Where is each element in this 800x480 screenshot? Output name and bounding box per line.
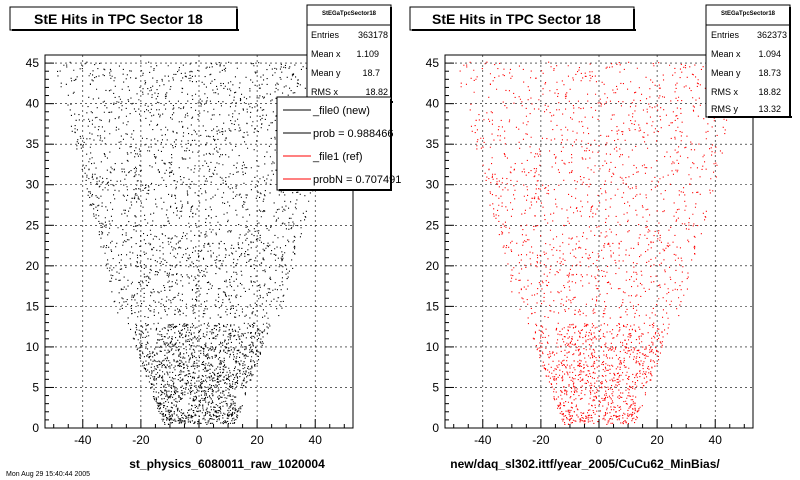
right-stat-label-4: RMS y	[711, 104, 739, 114]
right-stat-value-3: 18.82	[758, 87, 781, 97]
left-xlabel: st_physics_6080011_raw_1020004	[129, 457, 325, 471]
left-ytick-label-4: 20	[26, 259, 40, 273]
legend-entry-0: _file0 (new)	[283, 105, 370, 117]
left-stat-value-2: 18.7	[362, 68, 380, 78]
right-ytick-label-3: 15	[426, 299, 440, 313]
right-stat-label-1: Mean x	[711, 49, 741, 59]
right-xtick-label-4: 40	[709, 433, 723, 447]
left-ytick-label-0: 0	[32, 421, 39, 435]
right-stat-value-1: 1.094	[758, 49, 781, 59]
legend-entry-1: prob = 0.988466	[283, 128, 393, 140]
left-ytick-label-8: 40	[26, 97, 40, 111]
left-ytick-label-7: 35	[26, 137, 40, 151]
left-ytick-label-5: 25	[26, 218, 40, 232]
legend-entry-2: _file1 (ref)	[283, 151, 363, 163]
right-ytick-label-4: 20	[426, 259, 440, 273]
left-ytick-label-1: 5	[32, 380, 39, 394]
legend-label-0: _file0 (new)	[312, 105, 370, 117]
left-xtick-label-1: -20	[132, 433, 150, 447]
right-xlabel: new/daq_sl302.ittf/year_2005/CuCu62_MinB…	[450, 457, 720, 471]
left-xtick-label-2: 0	[196, 433, 203, 447]
left-stats-box: StEGaTpcSector18 Entries 363178 Mean x 1…	[306, 4, 393, 103]
left-stat-label-3: RMS x	[311, 87, 339, 97]
right-stat-label-2: Mean y	[711, 68, 741, 78]
right-ytick-label-8: 40	[426, 97, 440, 111]
left-xtick-label-3: 20	[250, 433, 264, 447]
legend-box: _file0 (new) prob = 0.988466 _file1 (ref…	[276, 96, 401, 191]
right-xtick-label-2: 0	[596, 433, 603, 447]
legend-label-1: prob = 0.988466	[313, 128, 393, 140]
legend-label-3: probN = 0.707491	[313, 174, 401, 186]
left-stat-value-3: 18.82	[365, 87, 388, 97]
right-xtick-label-3: 20	[650, 433, 664, 447]
left-panel: -40 -20 0 20 40 0 5 10 15 20 25 30 35 40 45 StE Hits i…	[9, 4, 401, 471]
right-xtick-label-0: -40	[474, 433, 492, 447]
left-stat-label-0: Entries	[311, 30, 340, 40]
right-ytick-label-9: 45	[426, 56, 440, 70]
left-ytick-label-6: 30	[26, 178, 40, 192]
left-stat-label-1: Mean x	[311, 49, 341, 59]
left-ytick-label-9: 45	[26, 56, 40, 70]
left-stat-value-0: 363178	[358, 30, 388, 40]
right-ytick-label-0: 0	[432, 421, 439, 435]
right-hit-points	[459, 61, 744, 425]
left-title: StE Hits in TPC Sector 18	[34, 11, 203, 27]
left-axes: -40 -20 0 20 40 0 5 10 15 20 25 30 35 40 45	[26, 56, 345, 447]
right-stats-box: StEGaTpcSector18 Entries 362373 Mean x 1…	[705, 4, 792, 118]
right-ytick-label-7: 35	[426, 137, 440, 151]
left-ytick-label-2: 10	[26, 340, 40, 354]
left-stats-name: StEGaTpcSector18	[322, 11, 377, 17]
legend-label-2: _file1 (ref)	[312, 151, 363, 163]
right-stats-name: StEGaTpcSector18	[721, 11, 776, 17]
right-ytick-label-1: 5	[432, 380, 439, 394]
right-stat-value-0: 362373	[757, 30, 787, 40]
right-title: StE Hits in TPC Sector 18	[432, 11, 601, 27]
right-stat-value-2: 18.73	[758, 68, 781, 78]
right-ytick-label-5: 25	[426, 218, 440, 232]
footer-timestamp: Mon Aug 29 15:40:44 2005	[6, 471, 90, 478]
left-stat-label-2: Mean y	[311, 68, 341, 78]
right-hits	[459, 61, 744, 425]
right-ytick-label-2: 10	[426, 340, 440, 354]
legend-entry-3: probN = 0.707491	[283, 174, 401, 186]
right-stat-label-3: RMS x	[711, 87, 739, 97]
left-xtick-label-4: 40	[309, 433, 323, 447]
left-xtick-label-0: -40	[74, 433, 92, 447]
left-title-box: StE Hits in TPC Sector 18	[9, 6, 239, 31]
right-xtick-label-1: -20	[532, 433, 550, 447]
right-title-box: StE Hits in TPC Sector 18	[409, 6, 636, 31]
right-panel: -40 -20 0 20 40 0 5 10 15 20 25 30 35 40 45 StE Hits i…	[409, 4, 792, 471]
right-stat-value-4: 13.32	[758, 104, 781, 114]
right-axes: -40 -20 0 20 40 0 5 10 15 20 25 30 35 40 45	[426, 56, 745, 447]
right-ytick-label-6: 30	[426, 178, 440, 192]
left-stat-value-1: 1.109	[356, 49, 379, 59]
left-ytick-label-3: 15	[26, 299, 40, 313]
right-stat-label-0: Entries	[711, 30, 740, 40]
